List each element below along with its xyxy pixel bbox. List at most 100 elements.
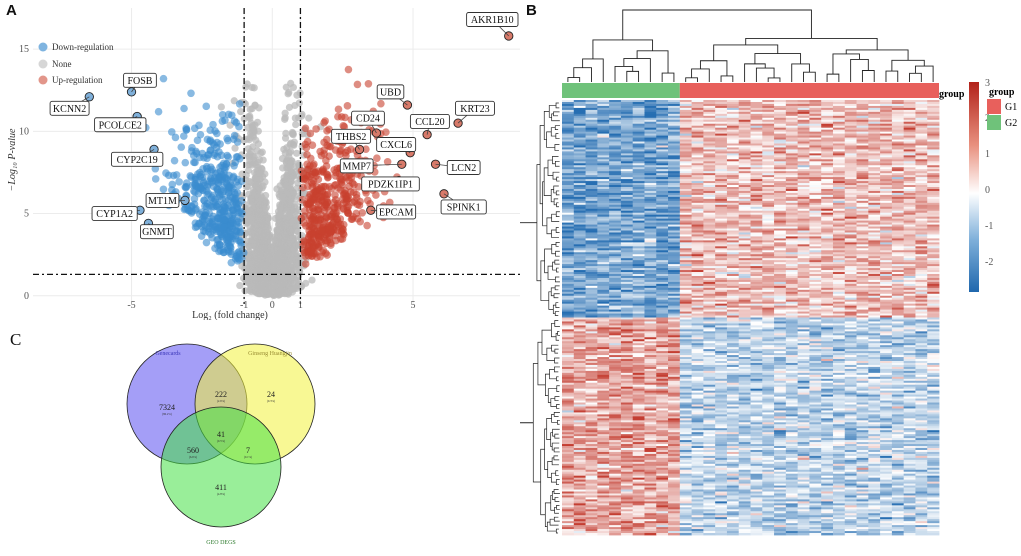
dendrogram-branch (547, 348, 555, 360)
dendrogram-branch (555, 126, 560, 130)
dendrogram-branch (556, 103, 559, 108)
dendrogram-root (520, 223, 537, 423)
dendrogram-branch (593, 40, 653, 59)
dendrogram-branch (550, 369, 557, 378)
point-none (264, 252, 271, 259)
point-none (218, 103, 225, 110)
point-down (191, 181, 199, 189)
point-up (336, 151, 344, 159)
point-up (318, 228, 326, 236)
point-up (334, 203, 342, 211)
point-none (242, 277, 249, 284)
point-none (254, 147, 261, 154)
point-down (223, 160, 231, 168)
point-up (323, 237, 331, 245)
point-down (206, 178, 214, 186)
point-none (236, 282, 243, 289)
point-none (245, 145, 252, 152)
point-none (308, 276, 315, 283)
point-none (256, 170, 263, 177)
y-tick: 10 (19, 126, 29, 137)
dendrogram-branch (554, 367, 559, 372)
point-up (336, 175, 344, 183)
dendrogram-branch (552, 114, 560, 121)
dendrogram-branch (556, 134, 560, 139)
dendrogram-branch (555, 144, 560, 150)
y-tick: 5 (24, 209, 29, 220)
x-tick: 0 (270, 300, 275, 311)
point-down (191, 159, 199, 167)
dendrogram-branch (557, 177, 560, 181)
dendrogram-branch (554, 294, 560, 298)
heatmap-figure: group 3 2 1 0 -1 -2 group G1 G2 (520, 0, 1021, 551)
point-up (338, 228, 346, 236)
point-down (193, 223, 201, 231)
point-none (293, 261, 300, 268)
point-down (203, 239, 211, 247)
dendrogram-branch (555, 349, 559, 353)
point-none (267, 244, 274, 251)
dendrogram-branch (833, 54, 860, 74)
point-none (292, 121, 299, 128)
dendrogram-branch (886, 71, 898, 82)
point-down (208, 194, 216, 202)
point-none (258, 244, 265, 251)
gene-label: KRT23 (460, 104, 489, 115)
point-up (302, 125, 310, 133)
point-up (301, 212, 309, 220)
point-none (249, 191, 256, 198)
dendrogram-branch (554, 199, 558, 205)
point-up (345, 209, 353, 217)
dendrogram-branch (637, 51, 668, 73)
point-down (201, 202, 209, 210)
dendrogram-branch (553, 172, 559, 179)
gene-label: CYP2C19 (117, 155, 158, 166)
point-down (227, 250, 235, 258)
dendrogram-branch (551, 399, 557, 407)
point-down (186, 172, 194, 180)
dendrogram-branch (552, 230, 559, 237)
point-up (323, 162, 331, 170)
dendrogram-branch (555, 397, 560, 401)
point-none (274, 260, 281, 267)
point-none (293, 150, 300, 157)
point-up (377, 100, 385, 108)
dendrogram-branch (556, 377, 558, 381)
point-down (202, 103, 210, 111)
dendrogram-branch (555, 277, 560, 282)
group-annotation-bar (562, 83, 939, 98)
gene-label: CCL20 (415, 117, 444, 128)
dendrogram-branch (555, 286, 560, 290)
point-down (175, 178, 183, 186)
point-up (314, 206, 322, 214)
point-down (173, 171, 181, 179)
point-up (325, 152, 333, 160)
point-up (302, 260, 310, 268)
gene-label: PDZK1IP1 (368, 179, 413, 190)
dendrogram-branch (547, 132, 555, 148)
heatmap-cells (562, 100, 939, 535)
dendrogram-branch (554, 412, 560, 416)
legend-label-down: Down-regulation (52, 42, 114, 52)
point-down (227, 231, 235, 239)
point-up (321, 117, 329, 125)
point-none (281, 222, 288, 229)
dendrogram-branch (910, 73, 922, 82)
point-up (319, 189, 327, 197)
point-none (252, 241, 259, 248)
point-none (277, 245, 284, 252)
gene-label: SPINK1 (447, 202, 481, 213)
point-none (285, 90, 292, 97)
point-none (244, 80, 251, 87)
point-none (270, 275, 277, 282)
point-down (152, 175, 160, 183)
point-none (245, 167, 252, 174)
point-none (280, 194, 287, 201)
point-up (330, 166, 338, 174)
point-none (260, 156, 267, 163)
dendrogram-branch (745, 64, 766, 82)
point-up (325, 207, 333, 215)
point-none (298, 282, 305, 289)
legend-dot-none (39, 60, 48, 69)
point-down (229, 174, 237, 182)
